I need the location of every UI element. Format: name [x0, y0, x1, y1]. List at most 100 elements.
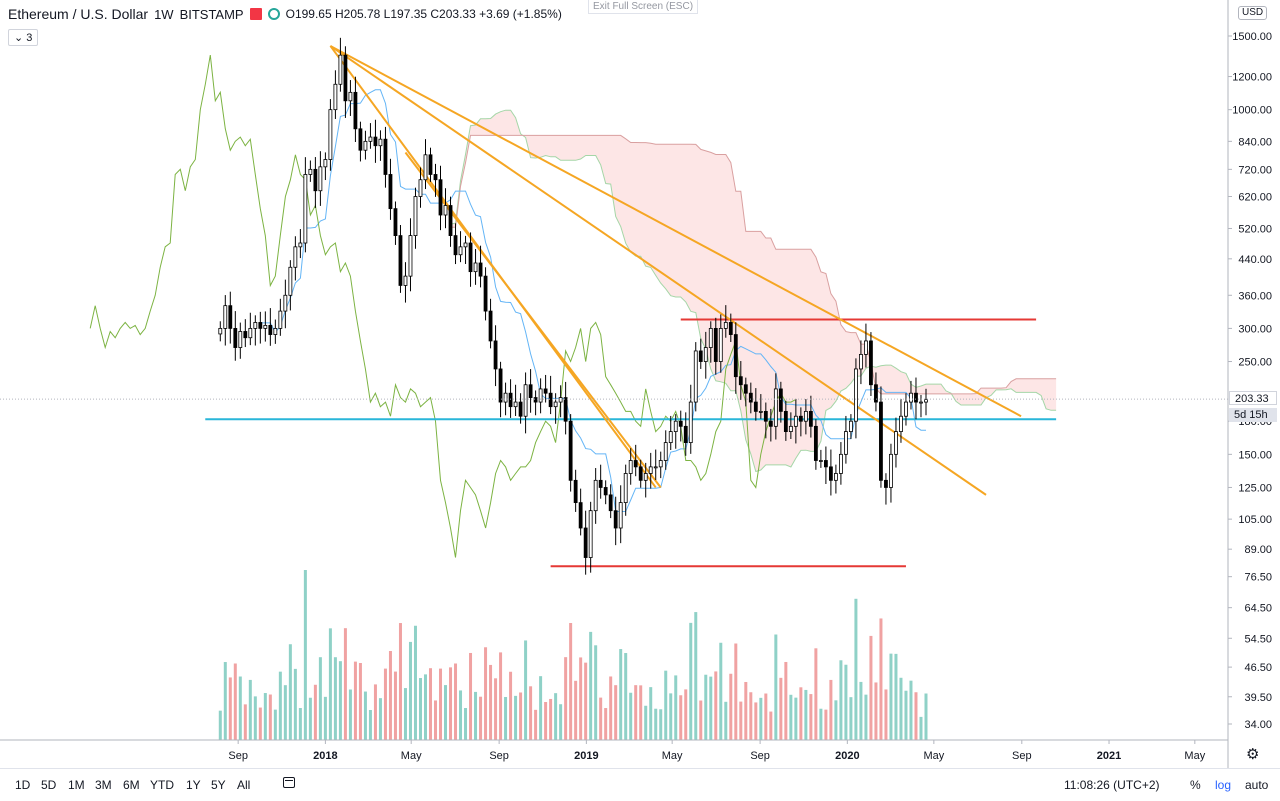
volume-bar [849, 697, 853, 740]
candle-body [283, 294, 288, 312]
tenkan-line [260, 89, 926, 512]
volume-bar [694, 612, 698, 740]
currency-label[interactable]: USD [1238, 6, 1268, 20]
flag-icon[interactable] [249, 8, 262, 20]
candle-body [263, 325, 268, 329]
percent-toggle[interactable]: % [1190, 778, 1201, 792]
volume-bar [829, 679, 833, 740]
volume-bars [218, 570, 928, 740]
candle-body [533, 397, 538, 403]
candle-body [513, 401, 518, 408]
volume-bar [484, 647, 488, 740]
candle-body [603, 487, 608, 496]
volume-bar [664, 670, 668, 740]
volume-bar [569, 623, 573, 740]
candle-body [218, 328, 223, 335]
candle-body [448, 205, 453, 236]
volume-bar [914, 692, 918, 740]
volume-bar [464, 708, 468, 740]
candle-body [894, 431, 898, 455]
price-tick-label: 440.00 [1238, 254, 1272, 266]
time-tick-label: May [401, 750, 422, 762]
candle-body [768, 420, 773, 427]
volume-bar [398, 623, 402, 740]
interval-label[interactable]: 1W [154, 6, 174, 22]
candle-body [518, 401, 523, 417]
volume-bar [834, 700, 838, 740]
volume-bar [423, 674, 427, 740]
range-3m[interactable]: 3M [95, 778, 112, 792]
volume-bar [418, 678, 422, 740]
volume-bar [263, 693, 267, 740]
candle-body [573, 479, 578, 504]
candle-body [423, 154, 428, 181]
volume-bar [353, 661, 357, 740]
range-all[interactable]: All [237, 778, 251, 792]
trend-line [329, 45, 1022, 418]
indicator-toggle-button[interactable]: ⌄ 3 [8, 29, 39, 46]
range-6m[interactable]: 6M [123, 778, 140, 792]
senkou-span-a [450, 109, 1057, 473]
exit-fullscreen-button[interactable]: Exit Full Screen (ESC) [588, 0, 699, 14]
candle-body [333, 83, 338, 111]
range-1d[interactable]: 1D [15, 778, 31, 792]
volume-bar [619, 649, 623, 740]
volume-bar [499, 652, 503, 740]
candle-body [393, 208, 398, 236]
volume-bar [564, 657, 568, 740]
time-tick-label: 2020 [835, 750, 859, 762]
range-5y[interactable]: 5Y [211, 778, 226, 792]
candle-body [273, 328, 278, 335]
volume-bar [454, 663, 458, 740]
volume-bar [879, 618, 883, 740]
symbol-title[interactable]: Ethereum / U.S. Dollar [8, 6, 149, 22]
auto-toggle[interactable]: auto [1245, 778, 1269, 792]
clock-label[interactable]: 11:08:26 (UTC+2) [1064, 778, 1160, 792]
candle-body [593, 479, 598, 512]
candle-body [833, 473, 838, 481]
candle-body [874, 384, 878, 403]
volume-bar [559, 704, 563, 740]
candle-body [728, 322, 733, 335]
price-tick-label: 1500.00 [1232, 31, 1272, 43]
candle-body [453, 235, 458, 256]
time-tick-label: 2019 [574, 750, 598, 762]
volume-bar [268, 694, 272, 740]
candle-body [508, 392, 513, 408]
volume-bar [358, 663, 362, 740]
volume-bar [288, 644, 292, 740]
volume-bar [744, 681, 748, 740]
candle-body [313, 168, 318, 192]
volume-bar [759, 697, 763, 740]
candle-body [443, 205, 448, 216]
range-ytd[interactable]: YTD [150, 778, 174, 792]
candle-body [884, 479, 888, 488]
volume-bar [809, 694, 813, 740]
calendar-icon[interactable] [283, 777, 295, 788]
candle-body [433, 174, 438, 181]
volume-bar [769, 711, 773, 740]
log-toggle[interactable]: log [1215, 778, 1232, 792]
candle-body [563, 397, 568, 422]
volume-bar [704, 674, 708, 740]
range-1y[interactable]: 1Y [186, 778, 201, 792]
candle-body [463, 242, 468, 248]
candle-body [493, 340, 498, 370]
candle-body [568, 420, 573, 481]
candle-body [438, 179, 443, 216]
candle-body [543, 388, 548, 394]
candle-body [683, 425, 688, 444]
candle-body [558, 397, 563, 403]
volume-bar [899, 677, 903, 740]
range-5d[interactable]: 5D [41, 778, 57, 792]
volume-bar [524, 640, 528, 740]
range-1m[interactable]: 1M [68, 778, 85, 792]
candle-body [378, 138, 383, 147]
price-tick-label: 1000.00 [1232, 105, 1272, 117]
settings-gear-icon[interactable]: ⚙ [1246, 746, 1260, 763]
volume-bar [489, 664, 493, 740]
volume-bar [799, 687, 803, 740]
candle-body [223, 305, 228, 329]
candle-body [758, 410, 763, 413]
